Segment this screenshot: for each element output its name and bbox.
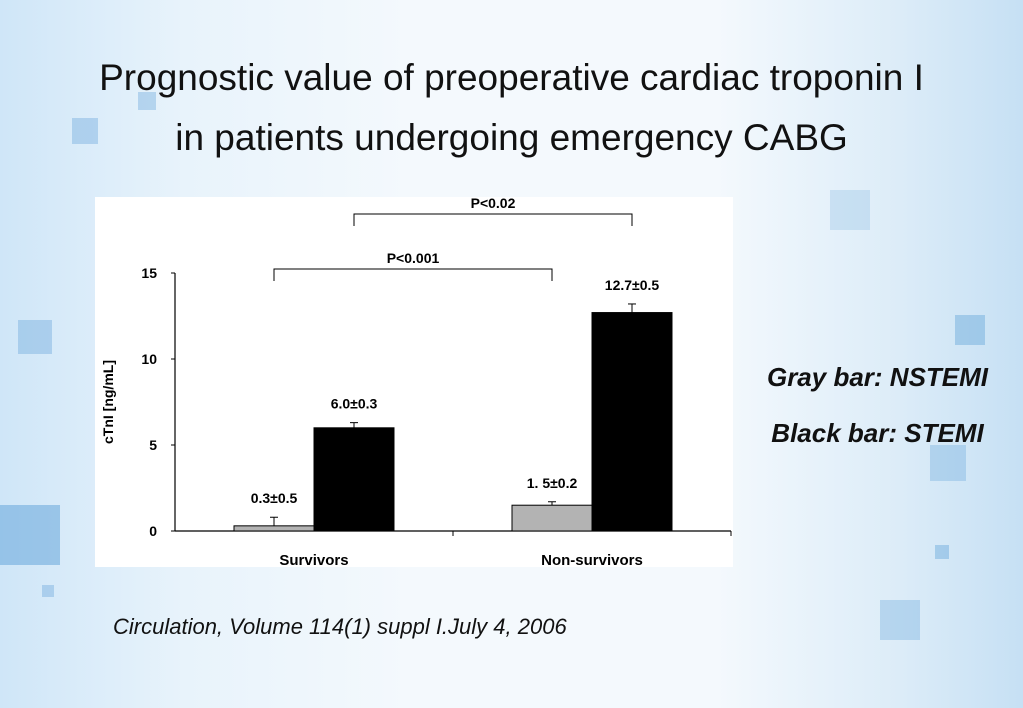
bar bbox=[591, 312, 673, 532]
x-tick-label: Survivors bbox=[279, 552, 348, 567]
background-decoration bbox=[955, 315, 985, 345]
significance-label: P<0.001 bbox=[387, 250, 440, 266]
significance-bracket bbox=[273, 268, 553, 281]
bar bbox=[313, 427, 395, 532]
y-tick-label: 5 bbox=[149, 437, 157, 453]
data-label: 6.0±0.3 bbox=[331, 396, 378, 412]
background-decoration bbox=[42, 585, 54, 597]
bar bbox=[233, 525, 315, 532]
y-axis-label: cTnI [ng/mL] bbox=[100, 360, 116, 444]
slide-title-line-1: Prognostic value of preoperative cardiac… bbox=[99, 57, 924, 98]
slide-title-line-2: in patients undergoing emergency CABG bbox=[175, 117, 848, 158]
bar bbox=[511, 504, 593, 532]
significance-bracket bbox=[353, 213, 633, 226]
background-decoration bbox=[0, 505, 60, 565]
y-tick-label: 0 bbox=[149, 523, 157, 539]
background-decoration bbox=[830, 190, 870, 230]
significance-label: P<0.02 bbox=[471, 197, 516, 211]
background-decoration bbox=[72, 118, 98, 144]
background-decoration bbox=[18, 320, 52, 354]
background-decoration bbox=[880, 600, 920, 640]
x-tick-label: Non-survivors bbox=[541, 552, 643, 567]
y-tick-label: 10 bbox=[141, 351, 157, 367]
background-decoration bbox=[935, 545, 949, 559]
legend-stemi: Black bar: STEMI bbox=[771, 418, 984, 448]
citation: Circulation, Volume 114(1) suppl I.July … bbox=[113, 614, 567, 639]
chart-panel: 0 5 10 15 cTnI [ng/mL] Survivors Non-survivors… bbox=[95, 197, 733, 567]
background-decoration bbox=[930, 445, 966, 481]
bar-chart: 0 5 10 15 cTnI [ng/mL] Survivors Non-survivors… bbox=[100, 197, 732, 567]
slide-title: Prognostic value of preoperative cardiac… bbox=[20, 48, 1003, 168]
background-decoration bbox=[138, 92, 156, 110]
data-label: 12.7±0.5 bbox=[605, 277, 660, 293]
legend-nstemi: Gray bar: NSTEMI bbox=[766, 362, 989, 392]
data-label: 0.3±0.5 bbox=[251, 490, 298, 506]
data-label: 1. 5±0.2 bbox=[527, 475, 578, 491]
y-tick-label: 15 bbox=[141, 265, 157, 281]
